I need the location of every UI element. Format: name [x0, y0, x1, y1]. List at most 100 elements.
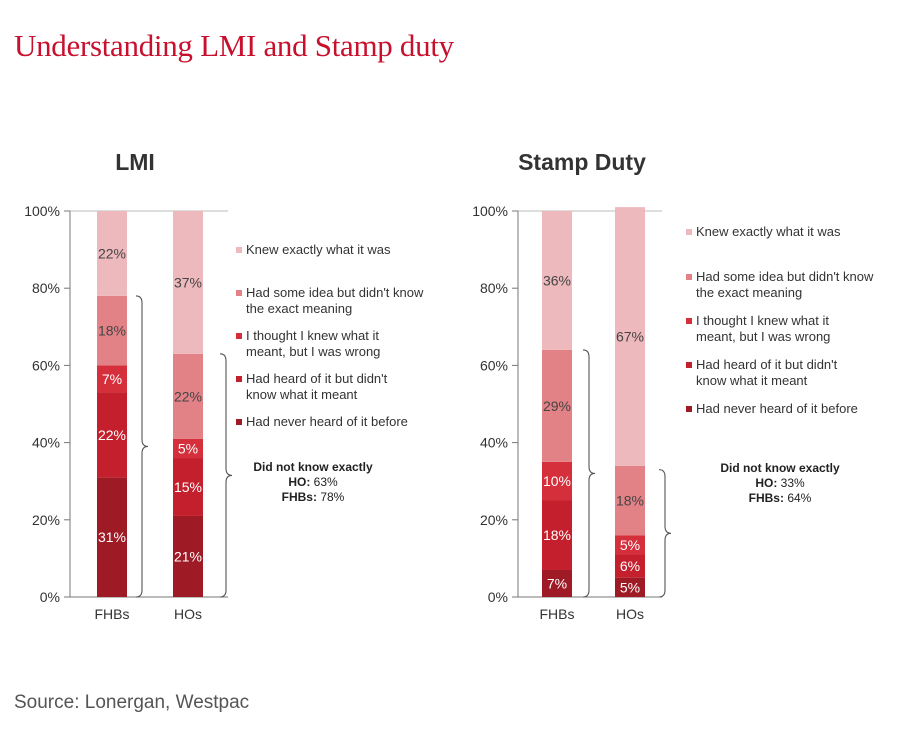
- bar-segment: [615, 554, 645, 578]
- x-category-label: HOs: [174, 606, 202, 622]
- note-fhb-value: 78%: [320, 490, 344, 504]
- y-tick-label: 20%: [32, 512, 60, 528]
- did-not-know-brace: [582, 349, 596, 598]
- did-not-know-brace: [658, 469, 672, 598]
- y-tick-label: 100%: [472, 203, 508, 219]
- legend-entry: Had some idea but didn't know the exact m…: [696, 269, 874, 300]
- legend-entry: Had heard of it but didn't know what it m…: [246, 371, 388, 402]
- note-ho: HO: 63%: [288, 475, 338, 489]
- legend-swatch: [236, 290, 242, 296]
- y-tick-label: 80%: [32, 280, 60, 296]
- bar-segment-label: 18%: [98, 323, 126, 339]
- source-note: Source: Lonergan, Westpac: [14, 692, 250, 713]
- bar-segment-label: 31%: [98, 529, 126, 545]
- note-fhb-value: 64%: [787, 491, 811, 505]
- y-tick-label: 100%: [24, 203, 60, 219]
- legend-swatch: [236, 376, 242, 382]
- legend-swatch: [236, 419, 242, 425]
- legend-entry: Knew exactly what it was: [696, 224, 841, 239]
- note-ho-value: 63%: [314, 475, 338, 489]
- chart-lmi: LMI 0% 20% 40% 60% 80% 100% 31% 22% 7% 18% 22% FHBs 2…: [24, 149, 424, 622]
- y-tick-label: 40%: [32, 435, 60, 451]
- bar-segment: [615, 207, 645, 466]
- x-category-label: FHBs: [95, 606, 130, 622]
- bar-segment-label: 22%: [98, 427, 126, 443]
- bar-segment-label: 18%: [543, 527, 571, 543]
- legend-swatch: [686, 318, 692, 324]
- bar-segment-label: 5%: [620, 579, 640, 595]
- note-heading: Did not know exactly: [253, 460, 373, 474]
- bar-segment: [615, 465, 645, 536]
- legend-entry: Had never heard of it before: [696, 401, 858, 416]
- note-ho-label: HO:: [288, 475, 313, 489]
- bar-segment: [542, 569, 572, 597]
- legend-swatch: [686, 362, 692, 368]
- y-tick-label: 40%: [480, 435, 508, 451]
- y-tick-label: 0%: [488, 589, 508, 605]
- bar-segment: [173, 458, 203, 516]
- legend-entry: I thought I knew what it meant, but I was…: [696, 313, 830, 344]
- legend-entry: Knew exactly what it was: [246, 242, 391, 257]
- y-tick-label: 80%: [480, 280, 508, 296]
- bar-segment: [97, 295, 127, 366]
- note-ho: HO: 33%: [755, 476, 805, 490]
- bar-segment: [97, 477, 127, 597]
- bar-segment-label: 22%: [174, 388, 202, 404]
- bar-segment: [542, 500, 572, 570]
- did-not-know-brace: [135, 295, 149, 598]
- bar-segment-label: 10%: [543, 473, 571, 489]
- y-tick-label: 60%: [480, 357, 508, 373]
- bar-segment-label: 6%: [620, 558, 640, 574]
- legend-swatch: [686, 229, 692, 235]
- bar-segment-label: 67%: [616, 328, 644, 344]
- note-ho-label: HO:: [755, 476, 780, 490]
- bar-segment-label: 18%: [616, 493, 644, 509]
- note-fhb: FHBs: 64%: [749, 491, 812, 505]
- did-not-know-brace: [219, 353, 233, 598]
- bar-segment: [542, 211, 572, 350]
- bar-segment-label: 7%: [102, 371, 122, 387]
- note-fhb-label: FHBs:: [282, 490, 321, 504]
- note-fhb: FHBs: 78%: [282, 490, 345, 504]
- y-tick-label: 0%: [40, 589, 60, 605]
- legend-swatch: [686, 406, 692, 412]
- bar-segment: [542, 349, 572, 462]
- bar-segment-label: 22%: [98, 245, 126, 261]
- bar-segment-label: 5%: [620, 537, 640, 553]
- legend-entry: Had never heard of it before: [246, 414, 408, 429]
- bar-segment: [173, 353, 203, 439]
- bar-segment: [173, 211, 203, 354]
- y-tick-label: 60%: [32, 357, 60, 373]
- legend-swatch: [236, 247, 242, 253]
- legend-swatch: [686, 274, 692, 280]
- x-category-label: FHBs: [540, 606, 575, 622]
- bar-segment-label: 15%: [174, 479, 202, 495]
- bar-segment: [97, 392, 127, 478]
- page-title: Understanding LMI and Stamp duty: [14, 28, 454, 63]
- note-ho-value: 33%: [781, 476, 805, 490]
- bar-segment-label: 7%: [547, 575, 567, 591]
- bar-segment-label: 5%: [178, 440, 198, 456]
- bar-segment: [97, 365, 127, 393]
- note-fhb-label: FHBs:: [749, 491, 788, 505]
- bar-segment-label: 29%: [543, 398, 571, 414]
- bar-segment: [173, 515, 203, 597]
- note-heading: Did not know exactly: [720, 461, 840, 475]
- legend-entry: I thought I knew what it meant, but I was…: [246, 328, 380, 359]
- bar-segment-label: 21%: [174, 548, 202, 564]
- legend-swatch: [236, 333, 242, 339]
- bar-segment: [97, 211, 127, 296]
- chart-title: LMI: [115, 149, 155, 175]
- bar-segment: [542, 461, 572, 501]
- bar-segment-label: 37%: [174, 274, 202, 290]
- legend-entry: Had some idea but didn't know the exact m…: [246, 285, 424, 316]
- legend-entry: Had heard of it but didn't know what it m…: [696, 357, 838, 388]
- chart-stamp-duty: Stamp Duty 0% 20% 40% 60% 80% 100% 7% 18% 10% 29% 3…: [472, 149, 874, 622]
- x-category-label: HOs: [616, 606, 644, 622]
- bar-segment: [173, 438, 203, 459]
- bar-segment: [615, 577, 645, 597]
- y-tick-label: 20%: [480, 512, 508, 528]
